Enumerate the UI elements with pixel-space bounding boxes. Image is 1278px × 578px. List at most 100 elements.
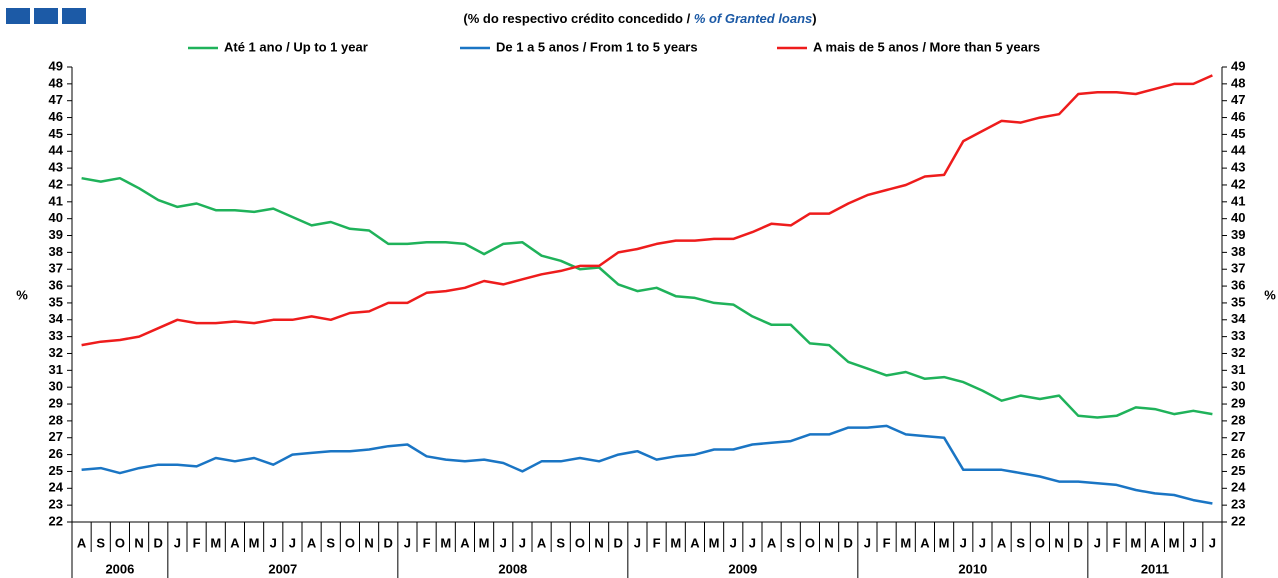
x-tick-label: J	[979, 535, 986, 550]
x-tick-label: J	[634, 535, 641, 550]
y2-tick-label: 25	[1231, 463, 1245, 478]
y-tick-label: 41	[49, 193, 63, 208]
y2-tick-label: 29	[1231, 395, 1245, 410]
y2-tick-label: 38	[1231, 244, 1245, 259]
y2-tick-label: 27	[1231, 429, 1245, 444]
y2-tick-label: 40	[1231, 210, 1245, 225]
x-tick-label: S	[1016, 535, 1025, 550]
x-tick-label: N	[134, 535, 143, 550]
x-tick-label: S	[786, 535, 795, 550]
y2-tick-label: 48	[1231, 75, 1245, 90]
y-tick-label: 29	[49, 395, 63, 410]
y-tick-label: 39	[49, 227, 63, 242]
x-tick-label: D	[384, 535, 393, 550]
y-tick-label: 27	[49, 429, 63, 444]
x-tick-label: O	[115, 535, 125, 550]
y-tick-label: 43	[49, 160, 63, 175]
x-tick-label: J	[519, 535, 526, 550]
y2-tick-label: 39	[1231, 227, 1245, 242]
legend-label: De 1 a 5 anos / From 1 to 5 years	[496, 39, 698, 54]
x-tick-label: J	[270, 535, 277, 550]
x-tick-label: A	[460, 535, 470, 550]
y-tick-label: 45	[49, 126, 63, 141]
x-tick-label: M	[709, 535, 720, 550]
series-line	[81, 176, 1213, 419]
subtitle-part: % of Granted loans	[694, 11, 812, 26]
x-tick-label: A	[537, 535, 547, 550]
y2-tick-label: 34	[1231, 311, 1246, 326]
logo-block	[6, 8, 30, 24]
y2-tick-label: 42	[1231, 176, 1245, 191]
x-tick-label: F	[423, 535, 431, 550]
legend-label: A mais de 5 anos / More than 5 years	[813, 39, 1040, 54]
y-tick-label: 24	[49, 480, 64, 495]
y-tick-label: 38	[49, 244, 63, 259]
y2-tick-label: 28	[1231, 412, 1245, 427]
logo	[6, 8, 86, 24]
y2-tick-label: 45	[1231, 126, 1245, 141]
subtitle-part: )	[812, 11, 816, 26]
x-tick-label: O	[805, 535, 815, 550]
y-tick-label: 47	[49, 92, 63, 107]
y-tick-label: 40	[49, 210, 63, 225]
y2-tick-label: 49	[1231, 58, 1245, 73]
y-tick-label: 49	[49, 58, 63, 73]
x-tick-label: J	[289, 535, 296, 550]
x-tick-label: A	[690, 535, 700, 550]
y-tick-label: 28	[49, 412, 63, 427]
y-tick-label: 44	[49, 143, 64, 158]
y-tick-label: 23	[49, 497, 63, 512]
x-tick-label: F	[1113, 535, 1121, 550]
x-tick-label: M	[479, 535, 490, 550]
x-tick-label: D	[844, 535, 853, 550]
subtitle-part: (% do respectivo crédito concedido /	[463, 11, 693, 26]
y-tick-label: 46	[49, 109, 63, 124]
x-tick-label: J	[404, 535, 411, 550]
y-axis-label: %	[16, 287, 28, 302]
x-tick-label: M	[939, 535, 950, 550]
year-label: 2007	[268, 561, 297, 576]
y2-tick-label: 37	[1231, 261, 1245, 276]
x-tick-label: J	[1190, 535, 1197, 550]
y-tick-label: 33	[49, 328, 63, 343]
y-tick-label: 34	[49, 311, 64, 326]
x-tick-label: O	[575, 535, 585, 550]
x-tick-label: N	[1054, 535, 1063, 550]
series-line	[81, 74, 1213, 347]
y2-tick-label: 36	[1231, 278, 1245, 293]
y2-tick-label: 33	[1231, 328, 1245, 343]
y-tick-label: 36	[49, 278, 63, 293]
x-tick-label: D	[1074, 535, 1083, 550]
x-tick-label: A	[767, 535, 777, 550]
x-tick-label: A	[920, 535, 930, 550]
y-tick-label: 37	[49, 261, 63, 276]
y2-tick-label: 30	[1231, 379, 1245, 394]
y2-tick-label: 35	[1231, 294, 1245, 309]
x-tick-label: J	[1094, 535, 1101, 550]
y2-tick-label: 43	[1231, 160, 1245, 175]
x-tick-label: J	[730, 535, 737, 550]
y2-tick-label: 47	[1231, 92, 1245, 107]
x-tick-label: M	[1169, 535, 1180, 550]
x-tick-label: O	[1035, 535, 1045, 550]
x-tick-label: J	[174, 535, 181, 550]
x-tick-label: J	[1209, 535, 1216, 550]
x-tick-label: M	[249, 535, 260, 550]
x-tick-label: J	[749, 535, 756, 550]
x-tick-label: A	[997, 535, 1007, 550]
y2-tick-label: 31	[1231, 362, 1245, 377]
x-tick-label: M	[440, 535, 451, 550]
y2-tick-label: 26	[1231, 446, 1245, 461]
x-tick-label: M	[900, 535, 911, 550]
year-label: 2009	[728, 561, 757, 576]
y2-tick-label: 24	[1231, 480, 1246, 495]
y-tick-label: 25	[49, 463, 63, 478]
y-tick-label: 30	[49, 379, 63, 394]
y2-axis-label: %	[1264, 287, 1276, 302]
y2-tick-label: 41	[1231, 193, 1245, 208]
y-tick-label: 35	[49, 294, 63, 309]
year-label: 2011	[1141, 561, 1169, 576]
x-tick-label: N	[364, 535, 373, 550]
x-tick-label: N	[594, 535, 603, 550]
